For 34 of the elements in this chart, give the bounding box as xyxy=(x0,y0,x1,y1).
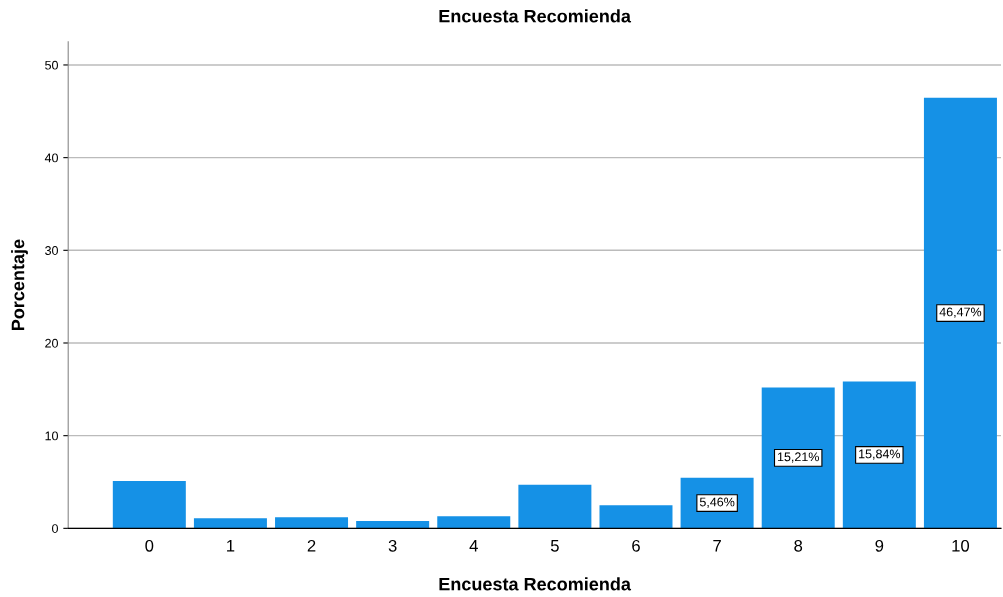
y-tick-label: 20 xyxy=(45,338,58,348)
y-tick-label: 0 xyxy=(52,524,58,533)
bar xyxy=(518,484,592,529)
bar xyxy=(356,520,430,529)
bar xyxy=(437,516,511,529)
y-tick-label: 10 xyxy=(45,431,58,441)
y-axis-title: Porcentaje xyxy=(11,239,28,331)
x-tick-label: 10 xyxy=(952,539,970,552)
x-tick-label: 8 xyxy=(794,539,803,552)
y-tick-label: 50 xyxy=(45,60,58,70)
y-tick-label: 30 xyxy=(45,246,58,255)
data-label: 15,21% xyxy=(777,452,819,463)
x-tick-label: 0 xyxy=(145,539,154,552)
x-tick-label: 3 xyxy=(388,539,397,552)
data-label: 15,84% xyxy=(859,449,901,460)
bar xyxy=(193,518,267,529)
x-tick-label: 4 xyxy=(469,540,478,552)
x-axis-title: Encuesta Recomienda xyxy=(439,577,632,591)
x-tick-label: 5 xyxy=(550,540,559,552)
chart-title: Encuesta Recomienda xyxy=(439,9,632,23)
bar xyxy=(842,381,916,529)
bar xyxy=(923,97,997,529)
x-tick-label: 2 xyxy=(307,539,316,552)
bar xyxy=(599,505,673,529)
bar xyxy=(275,517,349,529)
x-tick-label: 7 xyxy=(713,540,721,552)
data-label: 46,47% xyxy=(939,307,982,318)
x-tick-label: 1 xyxy=(227,540,235,552)
bar xyxy=(112,481,186,529)
x-tick-label: 9 xyxy=(875,539,884,552)
y-tick-label: 40 xyxy=(44,153,58,163)
bar xyxy=(761,387,835,529)
x-tick-label: 6 xyxy=(632,539,640,552)
data-label: 5,46% xyxy=(699,497,735,508)
